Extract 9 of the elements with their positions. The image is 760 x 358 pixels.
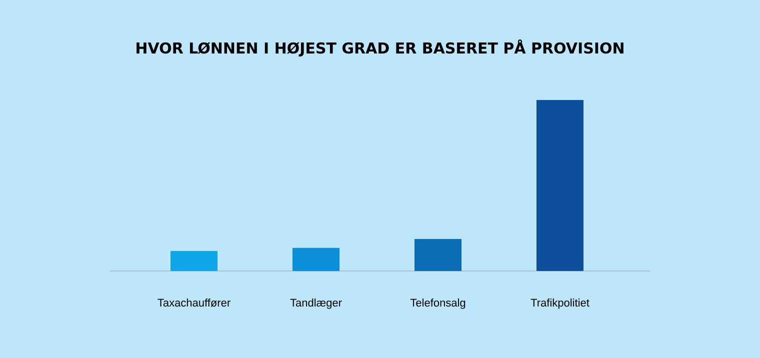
chart-title: HVOR LØNNEN I HØJEST GRAD ER BASERET PÅ PROVISION [136,40,624,56]
bar [414,239,462,271]
x-tick-label: Tandlæger [290,298,342,309]
x-tick-label: Telefonsalg [410,298,466,309]
bar [292,248,340,271]
x-tick-label: Taxachauffører [158,298,230,307]
bar [536,100,584,271]
bar [170,250,218,271]
x-tick-label: Trafikpolitiet [530,298,590,309]
